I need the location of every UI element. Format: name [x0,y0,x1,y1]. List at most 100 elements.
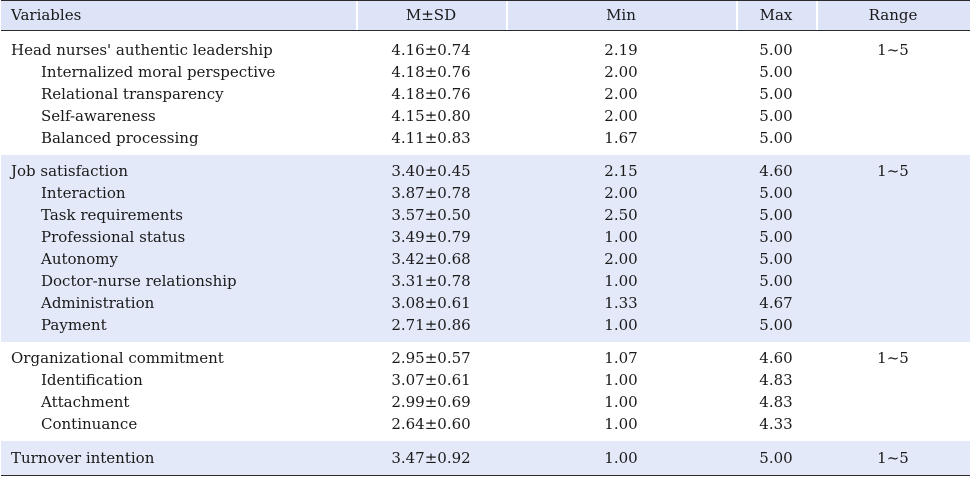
max-value: 5.00 [759,250,793,268]
subvariable-label: Interaction [41,184,126,202]
msd-value: 3.40±0.45 [391,162,471,180]
subvariable-label: Attachment [41,393,130,411]
max-value: 4.33 [759,415,793,433]
table-row: Attachment 2.99±0.69 1.00 4.83 [1,391,970,413]
table-row: Relational transparency 4.18±0.76 2.00 5… [1,83,970,105]
table-row: Head nurses' authentic leadership 4.16±0… [1,39,970,61]
min-value: 2.50 [604,206,638,224]
range-value: 1~5 [877,349,909,367]
table-row: Continuance 2.64±0.60 1.00 4.33 [1,413,970,435]
table-row: Turnover intention 3.47±0.92 1.00 5.00 1… [1,447,970,469]
max-value: 5.00 [759,184,793,202]
max-value: 5.00 [759,228,793,246]
max-value: 5.00 [759,316,793,334]
variable-label: Turnover intention [11,449,155,467]
min-value: 1.00 [604,228,638,246]
table-row: Identification 3.07±0.61 1.00 4.83 [1,369,970,391]
group-job-satisfaction: Job satisfaction 3.40±0.45 2.15 4.60 1~5… [1,155,970,342]
header-variables: Variables [11,6,82,24]
group-organizational-commitment: Organizational commitment 2.95±0.57 1.07… [1,342,970,441]
msd-value: 3.08±0.61 [391,294,471,312]
min-value: 1.33 [604,294,638,312]
range-value: 1~5 [877,162,909,180]
subvariable-label: Balanced processing [41,129,199,147]
table-row: Organizational commitment 2.95±0.57 1.07… [1,347,970,369]
table-row: Internalized moral perspective 4.18±0.76… [1,61,970,83]
table-row: Autonomy 3.42±0.68 2.00 5.00 [1,248,970,270]
subvariable-label: Self-awareness [41,107,156,125]
header-max: Max [759,6,793,24]
header-divider [506,1,508,30]
msd-value: 3.31±0.78 [391,272,471,290]
max-value: 4.83 [759,393,793,411]
msd-value: 2.64±0.60 [391,415,471,433]
msd-value: 3.47±0.92 [391,449,471,467]
table-row: Interaction 3.87±0.78 2.00 5.00 [1,182,970,204]
min-value: 1.00 [604,316,638,334]
header-divider [736,1,738,30]
min-value: 1.07 [604,349,638,367]
subvariable-label: Payment [41,316,107,334]
variable-label: Organizational commitment [11,349,224,367]
msd-value: 2.95±0.57 [391,349,471,367]
header-range: Range [868,6,918,24]
msd-value: 2.99±0.69 [391,393,471,411]
min-value: 1.67 [604,129,638,147]
subvariable-label: Continuance [41,415,138,433]
max-value: 5.00 [759,63,793,81]
min-value: 2.19 [604,41,638,59]
min-value: 1.00 [604,449,638,467]
max-value: 4.60 [759,349,793,367]
subvariable-label: Identification [41,371,143,389]
min-value: 1.00 [604,272,638,290]
max-value: 5.00 [759,107,793,125]
msd-value: 3.07±0.61 [391,371,471,389]
min-value: 1.00 [604,371,638,389]
min-value: 2.00 [604,85,638,103]
subvariable-label: Doctor-nurse relationship [41,272,237,290]
max-value: 5.00 [759,272,793,290]
msd-value: 4.18±0.76 [391,85,471,103]
group-turnover-intention: Turnover intention 3.47±0.92 1.00 5.00 1… [1,441,970,476]
msd-value: 4.16±0.74 [391,41,471,59]
min-value: 1.00 [604,393,638,411]
subvariable-label: Administration [41,294,155,312]
msd-value: 3.57±0.50 [391,206,471,224]
msd-value: 3.42±0.68 [391,250,471,268]
max-value: 5.00 [759,449,793,467]
min-value: 2.00 [604,184,638,202]
table-row: Doctor-nurse relationship 3.31±0.78 1.00… [1,270,970,292]
max-value: 5.00 [759,41,793,59]
table-row: Job satisfaction 3.40±0.45 2.15 4.60 1~5 [1,160,970,182]
subvariable-label: Professional status [41,228,186,246]
subvariable-label: Autonomy [41,250,118,268]
max-value: 5.00 [759,206,793,224]
msd-value: 3.87±0.78 [391,184,471,202]
variable-label: Job satisfaction [11,162,128,180]
max-value: 4.83 [759,371,793,389]
table-row: Professional status 3.49±0.79 1.00 5.00 [1,226,970,248]
range-value: 1~5 [877,41,909,59]
header-min: Min [606,6,636,24]
subvariable-label: Relational transparency [41,85,224,103]
variable-label: Head nurses' authentic leadership [11,41,273,59]
msd-value: 2.71±0.86 [391,316,471,334]
group-authentic-leadership: Head nurses' authentic leadership 4.16±0… [1,36,970,155]
table-row: Self-awareness 4.15±0.80 2.00 5.00 [1,105,970,127]
header-divider [816,1,818,30]
table-header: Variables M±SD Min Max Range [1,0,970,31]
table-row: Task requirements 3.57±0.50 2.50 5.00 [1,204,970,226]
header-msd: M±SD [405,6,457,24]
range-value: 1~5 [877,449,909,467]
max-value: 5.00 [759,85,793,103]
msd-value: 4.18±0.76 [391,63,471,81]
table-row: Payment 2.71±0.86 1.00 5.00 [1,314,970,336]
header-divider [356,1,358,30]
msd-value: 4.11±0.83 [391,129,471,147]
table-row: Administration 3.08±0.61 1.33 4.67 [1,292,970,314]
subvariable-label: Internalized moral perspective [41,63,276,81]
msd-value: 3.49±0.79 [391,228,471,246]
min-value: 1.00 [604,415,638,433]
min-value: 2.00 [604,107,638,125]
